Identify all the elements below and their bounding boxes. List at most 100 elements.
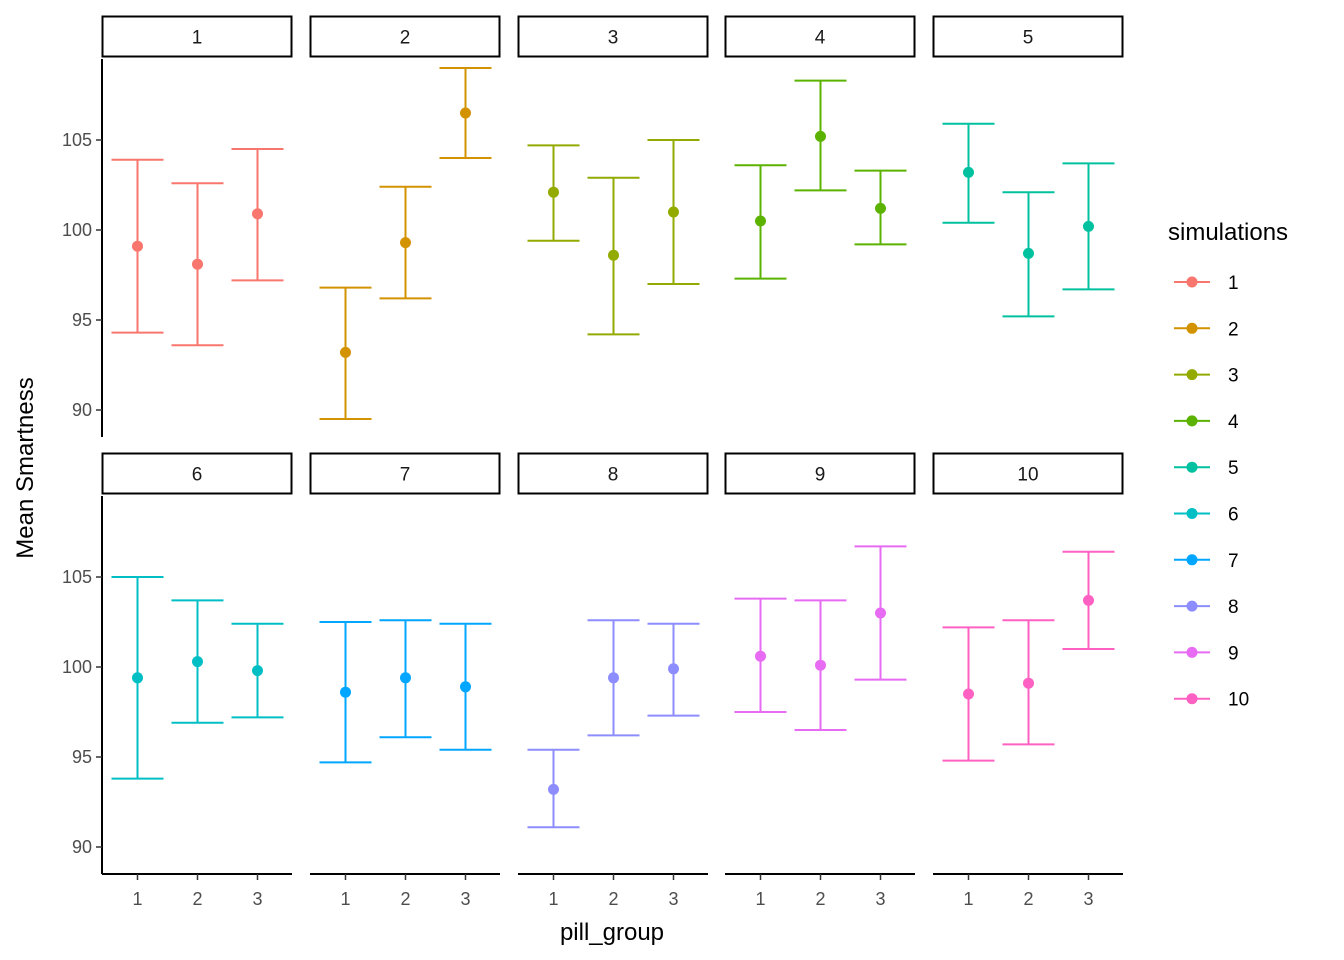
x-tick-label: 2 <box>1023 889 1033 909</box>
legend-key <box>1186 369 1198 381</box>
y-tick-label: 100 <box>62 657 92 677</box>
legend-label: 9 <box>1228 643 1239 664</box>
facet-panel: 5 <box>932 15 1124 318</box>
x-tick-label: 2 <box>815 889 825 909</box>
legend-label: 2 <box>1228 319 1239 340</box>
data-point <box>875 202 886 214</box>
facet-panel: 2 <box>309 15 501 420</box>
data-point <box>963 166 974 178</box>
legend-label: 1 <box>1228 273 1239 294</box>
x-tick-label: 1 <box>755 889 765 909</box>
facet-strip-label: 5 <box>1023 28 1034 49</box>
data-point <box>252 665 263 677</box>
facet-strip-label: 4 <box>815 28 826 49</box>
data-point <box>755 650 766 662</box>
y-tick-label: 105 <box>62 130 92 150</box>
facet-panel: 4 <box>724 15 916 280</box>
legend-key <box>1186 322 1198 334</box>
legend-label: 8 <box>1228 597 1239 618</box>
legend-item: 6 <box>1174 505 1239 526</box>
data-point <box>875 607 886 619</box>
legend: simulations 1 2 3 4 5 6 7 8 9 10 <box>1168 219 1288 711</box>
facet-panel: 9 1 2 3 <box>724 452 916 909</box>
facet-strip <box>724 452 916 495</box>
data-point <box>963 688 974 700</box>
x-tick-label: 3 <box>252 889 262 909</box>
legend-item: 1 <box>1174 273 1239 294</box>
legend-item: 8 <box>1174 597 1239 618</box>
x-tick-label: 3 <box>875 889 885 909</box>
facet-panel: 1 90 95 100 105 <box>62 15 293 437</box>
data-point <box>400 237 411 249</box>
x-tick-label: 1 <box>548 889 558 909</box>
legend-key <box>1186 415 1198 427</box>
facet-panel: 3 <box>517 15 709 336</box>
data-point <box>340 346 351 358</box>
data-point <box>548 783 559 795</box>
facet-strip <box>309 452 501 495</box>
legend-label: 6 <box>1228 505 1239 526</box>
legend-key <box>1186 646 1198 658</box>
data-point <box>192 258 203 270</box>
data-point <box>755 215 766 227</box>
data-point <box>1083 220 1094 232</box>
x-tick-label: 2 <box>400 889 410 909</box>
facet-panel: 10 1 2 3 <box>932 452 1124 909</box>
x-tick-label: 3 <box>668 889 678 909</box>
data-point <box>1023 677 1034 689</box>
y-tick-label: 95 <box>72 747 92 767</box>
legend-label: 5 <box>1228 458 1239 479</box>
facet-strip <box>101 452 293 495</box>
facet-strip-label: 6 <box>192 465 203 486</box>
legend-item: 3 <box>1174 366 1239 387</box>
legend-item: 7 <box>1174 551 1239 572</box>
data-point <box>815 130 826 142</box>
legend-label: 3 <box>1228 366 1239 387</box>
data-point <box>192 656 203 668</box>
legend-item: 4 <box>1174 412 1239 433</box>
legend-key <box>1186 600 1198 612</box>
y-tick-label: 105 <box>62 567 92 587</box>
x-tick-label: 1 <box>340 889 350 909</box>
legend-title: simulations <box>1168 219 1288 246</box>
data-point <box>608 672 619 684</box>
facet-strip-label: 7 <box>400 465 411 486</box>
legend-key <box>1186 508 1198 519</box>
facet-strip-label: 10 <box>1017 465 1038 486</box>
legend-label: 10 <box>1228 690 1249 711</box>
data-point <box>1083 594 1094 606</box>
facet-strip <box>517 15 709 58</box>
legend-label: 7 <box>1228 551 1239 572</box>
x-tick-label: 1 <box>963 889 973 909</box>
facet-panel: 7 1 2 3 <box>309 452 501 909</box>
data-point <box>460 107 471 119</box>
legend-label: 4 <box>1228 412 1239 433</box>
facet-strip <box>932 15 1124 58</box>
data-point <box>815 659 826 671</box>
y-tick-label: 95 <box>72 310 92 330</box>
y-tick-label: 100 <box>62 220 92 240</box>
y-axis-title: Mean Smartness <box>12 377 39 558</box>
x-tick-label: 1 <box>132 889 142 909</box>
data-point <box>668 206 679 218</box>
y-tick-label: 90 <box>72 400 92 420</box>
facet-strip-label: 8 <box>608 465 619 486</box>
facet-strip-label: 2 <box>400 28 411 49</box>
x-tick-label: 3 <box>1083 889 1093 909</box>
data-point <box>548 186 559 198</box>
legend-key <box>1186 693 1198 705</box>
facet-panel: 8 1 2 3 <box>517 452 709 909</box>
y-tick-label: 90 <box>72 837 92 857</box>
facet-strip-label: 9 <box>815 465 826 486</box>
data-point <box>1023 247 1034 259</box>
legend-item: 9 <box>1174 643 1239 664</box>
data-point <box>668 663 679 675</box>
x-tick-label: 3 <box>460 889 470 909</box>
legend-key <box>1186 461 1198 473</box>
facet-strip <box>932 452 1124 495</box>
facet-strip-label: 1 <box>192 28 203 49</box>
legend-item: 10 <box>1174 690 1249 711</box>
facet-strip <box>724 15 916 58</box>
legend-item: 2 <box>1174 319 1239 340</box>
